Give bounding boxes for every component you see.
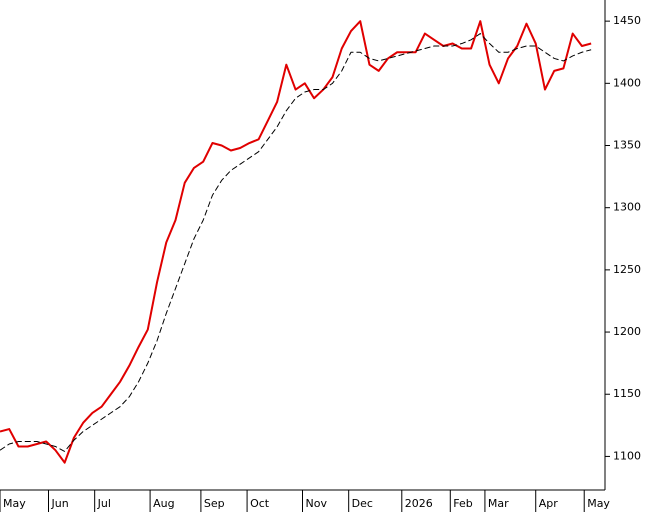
- y-tick-label: 1100: [613, 449, 641, 462]
- x-tick-label: May: [587, 497, 610, 510]
- y-tick-label: 1200: [613, 325, 641, 338]
- x-tick-label: Sep: [204, 497, 225, 510]
- x-tick-label: Mar: [488, 497, 509, 510]
- series-line: [0, 33, 592, 452]
- y-tick-label: 1150: [613, 387, 641, 400]
- y-tick-label: 1300: [613, 201, 641, 214]
- x-tick-label: Jul: [97, 497, 111, 510]
- x-tick-label: Aug: [153, 497, 174, 510]
- x-tick-label: Jun: [50, 497, 68, 510]
- x-tick-label: Nov: [306, 497, 328, 510]
- x-tick-label: Feb: [453, 497, 472, 510]
- y-tick-label: 1250: [613, 263, 641, 276]
- x-tick-label: 2026: [405, 497, 433, 510]
- x-tick-label: Oct: [250, 497, 270, 510]
- x-tick-label: May: [3, 497, 26, 510]
- y-tick-label: 1350: [613, 139, 641, 152]
- y-tick-label: 1450: [613, 14, 641, 27]
- x-tick-label: Apr: [539, 497, 559, 510]
- y-tick-label: 1400: [613, 76, 641, 89]
- series-line: [0, 20, 592, 464]
- x-tick-label: Dec: [352, 497, 373, 510]
